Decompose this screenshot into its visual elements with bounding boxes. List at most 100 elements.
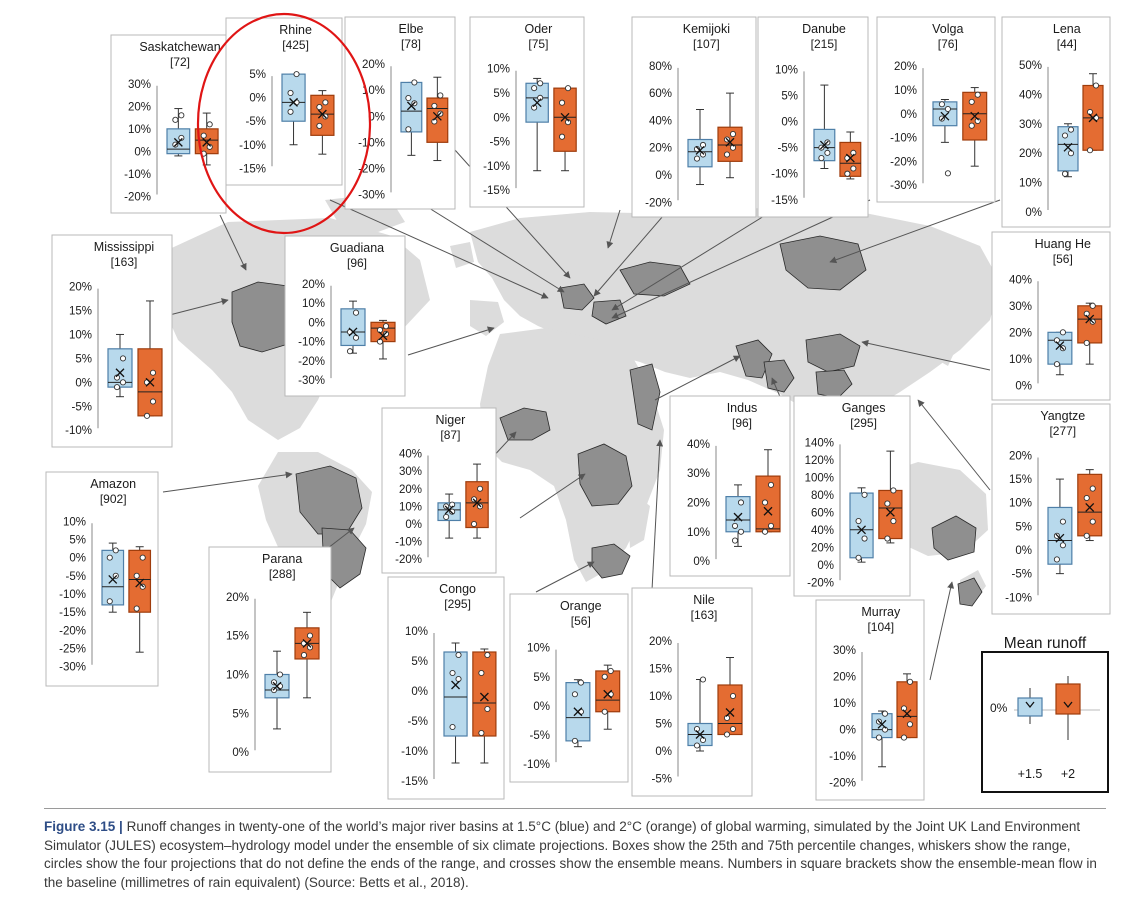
panel-ganges: Ganges[295] -20% 0% 20% 40% 60% 80% 100% 120% 140… [793, 395, 911, 597]
projection-point [1086, 108, 1094, 116]
projection-point [1083, 339, 1090, 346]
panel-title: Yangtze [1040, 409, 1085, 423]
y-tick-label: 5% [781, 91, 798, 103]
y-tick-label: -10% [523, 759, 550, 771]
projection-point [119, 379, 127, 386]
y-tick-label: -10% [65, 425, 92, 437]
projection-point [944, 170, 951, 177]
projection-point [405, 95, 412, 102]
panel-flow: [78] [401, 37, 421, 51]
projection-point [601, 708, 608, 715]
land-mass-4 [480, 328, 664, 582]
projection-point [731, 522, 739, 529]
y-tick-label: 0% [493, 112, 510, 124]
y-tick-label: 5% [493, 88, 510, 100]
y-tick-label: -15% [239, 163, 266, 175]
panel-title: Congo [439, 582, 476, 596]
y-tick-label: 5% [75, 353, 92, 365]
series-2p0 [717, 657, 743, 738]
y-tick-label: -10% [358, 137, 385, 149]
legend-label: +1.5 [1018, 767, 1043, 781]
panel-kemijoki: Kemijoki[107] -20% 0% 20% 40% 60% 80% [631, 16, 757, 218]
legend-box [1055, 683, 1081, 715]
projection-point [884, 535, 891, 542]
y-tick-label: -5% [408, 716, 428, 728]
series-2p0 [426, 76, 449, 162]
series-1p5 [565, 679, 591, 748]
panel-flow: [72] [170, 55, 190, 69]
y-tick-label: 10% [775, 64, 798, 76]
panel-nile: Nile[163] -5% 0% 5% 10% 15% 20% [631, 587, 753, 797]
projection-point [900, 734, 908, 741]
y-tick-label: 20% [811, 542, 834, 554]
y-tick-label: 0% [781, 117, 798, 129]
projection-point [316, 104, 323, 111]
y-tick-label: 20% [69, 282, 92, 294]
projection-point [693, 146, 701, 153]
land-mass-8 [540, 214, 580, 256]
y-tick-label: -30% [59, 662, 86, 674]
y-tick-label: 0% [405, 519, 422, 531]
iqr-box [1057, 126, 1079, 172]
y-tick-label: 60% [649, 88, 672, 100]
series-2p0 [1077, 469, 1103, 542]
projection-point [287, 108, 294, 115]
iqr-box [839, 141, 862, 177]
panel-flow: [163] [111, 255, 138, 269]
projection-point [761, 528, 769, 535]
projection-point [206, 143, 213, 150]
leader-arrow-8 [829, 199, 1001, 264]
mean-cross [845, 153, 855, 163]
y-tick-label: -5% [1012, 569, 1032, 581]
series-2p0 [878, 450, 903, 544]
panel-title: Indus [727, 401, 758, 415]
projection-point [200, 132, 207, 139]
projection-point [113, 384, 121, 391]
panel-orange: Orange[56] -10% -5% 0% 5% 10% [509, 593, 629, 783]
panel-title: Elbe [398, 22, 423, 36]
series-1p5 [1047, 329, 1073, 376]
projection-point [376, 338, 384, 345]
projection-point [476, 485, 484, 492]
projection-point [455, 651, 462, 659]
projection-point [1059, 329, 1066, 336]
panel-flow: [75] [528, 37, 548, 51]
mean-cross [573, 707, 583, 717]
mean-cross [603, 689, 613, 699]
y-tick-label: 100% [805, 472, 834, 484]
mean-cross [444, 505, 454, 515]
panel-guadiana: Guadiana[96] -30% -20% -10% 0% 10% 20% [284, 235, 406, 397]
y-tick-label: 5% [655, 719, 672, 731]
iqr-box [878, 489, 903, 540]
y-tick-label: 50% [1019, 60, 1042, 72]
y-tick-label: -5% [652, 774, 672, 786]
projection-point [484, 651, 491, 659]
series-2p0 [755, 449, 781, 535]
panel-title: Murray [861, 605, 901, 619]
iqr-box [400, 81, 423, 133]
projection-point [449, 508, 456, 515]
y-tick-label: 0% [655, 170, 672, 182]
mean-cross [733, 512, 743, 522]
basin-shape-4 [577, 443, 633, 507]
projection-point [693, 742, 701, 749]
series-1p5 [400, 79, 423, 156]
iqr-box [871, 713, 893, 739]
projection-point [537, 80, 544, 87]
series-2p0 [370, 319, 396, 360]
projection-point [607, 667, 614, 675]
panel-flow: [96] [732, 416, 752, 430]
mean-cross [173, 137, 183, 147]
mean-cross [857, 525, 866, 535]
iqr-box [1077, 305, 1103, 344]
y-tick-label: 40% [1009, 274, 1032, 286]
y-tick-label: 10% [63, 516, 86, 528]
panel-title: Lena [1053, 22, 1081, 36]
series-2p0 [896, 673, 918, 741]
series-2p0 [962, 87, 988, 167]
projection-point [449, 723, 456, 731]
series-1p5 [871, 710, 893, 768]
y-tick-label: 60% [811, 507, 834, 519]
panel-title: Ganges [842, 401, 886, 415]
iqr-box [340, 308, 366, 347]
